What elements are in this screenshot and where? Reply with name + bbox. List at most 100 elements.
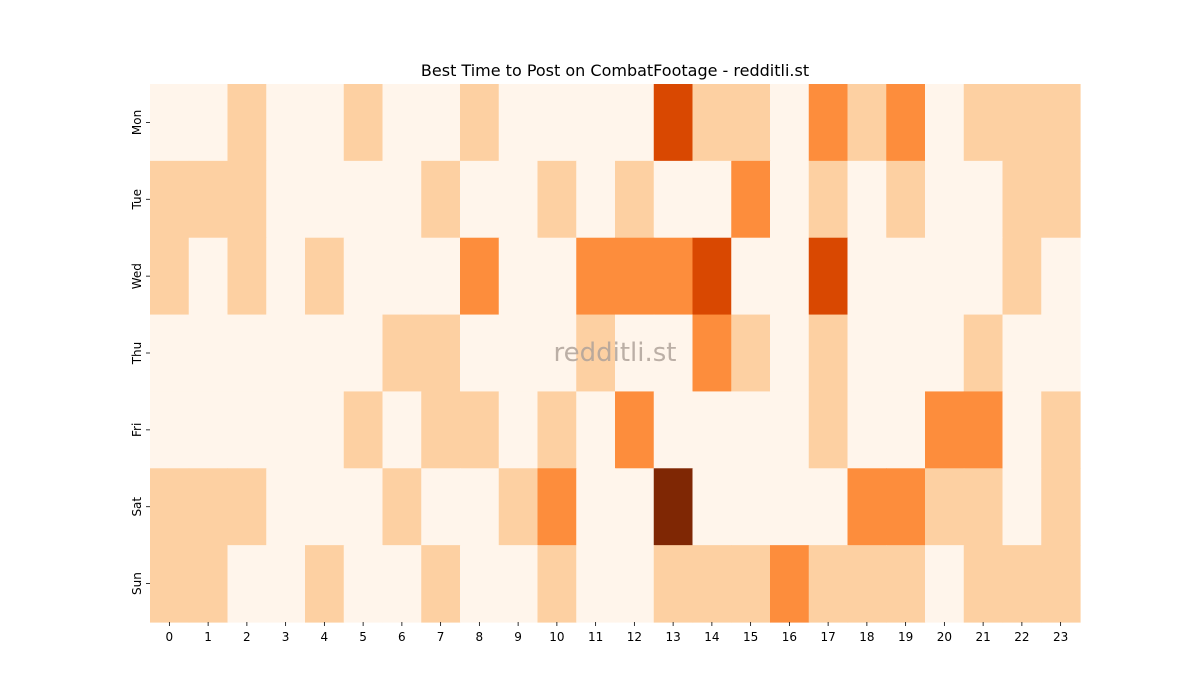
heatmap-cells [150, 84, 1081, 623]
heatmap-cell-thu-16 [770, 314, 810, 393]
heatmap-cell-mon-19 [886, 84, 926, 162]
heatmap-cell-sat-15 [731, 468, 771, 546]
heatmap-cell-mon-21 [963, 84, 1004, 162]
heatmap-cell-thu-5 [343, 314, 384, 393]
x-tick-label: 17 [820, 630, 835, 644]
heatmap-cell-wed-1 [188, 237, 229, 316]
heatmap-cell-tue-0 [150, 160, 190, 239]
heatmap-cell-fri-0 [150, 391, 190, 469]
heatmap-cell-wed-12 [615, 237, 655, 316]
heatmap-cell-mon-12 [615, 84, 655, 162]
x-tick-label: 19 [898, 630, 913, 644]
heatmap-cell-mon-13 [653, 84, 694, 162]
heatmap-cell-sat-1 [188, 468, 229, 546]
heatmap-cell-mon-17 [808, 84, 849, 162]
heatmap-cell-sat-14 [692, 468, 732, 546]
x-tick-label: 22 [1014, 630, 1029, 644]
heatmap-cell-sun-4 [305, 545, 345, 623]
heatmap-cell-wed-14 [692, 237, 732, 316]
heatmap-cell-thu-17 [808, 314, 849, 393]
heatmap-cell-mon-7 [421, 84, 461, 162]
heatmap-cell-sun-16 [770, 545, 810, 623]
x-tick-label: 1 [204, 630, 212, 644]
heatmap-cell-mon-22 [1002, 84, 1042, 162]
heatmap-cell-fri-6 [382, 391, 422, 469]
heatmap-cell-thu-6 [382, 314, 422, 393]
heatmap-cell-wed-13 [653, 237, 694, 316]
heatmap-cell-sat-11 [576, 468, 616, 546]
heatmap-cell-thu-19 [886, 314, 926, 393]
heatmap-cell-tue-12 [615, 160, 655, 239]
heatmap-cell-sun-22 [1002, 545, 1042, 623]
x-tick-label: 8 [476, 630, 484, 644]
heatmap-cell-sat-0 [150, 468, 190, 546]
heatmap-cell-sat-23 [1041, 468, 1081, 546]
y-tick-label: Tue [130, 189, 144, 211]
heatmap-cell-tue-16 [770, 160, 810, 239]
heatmap-cell-tue-15 [731, 160, 771, 239]
heatmap-cell-sun-8 [460, 545, 500, 623]
heatmap-cell-fri-15 [731, 391, 771, 469]
heatmap-cell-fri-3 [266, 391, 306, 469]
heatmap-cell-mon-3 [266, 84, 306, 162]
heatmap-cell-fri-19 [886, 391, 926, 469]
heatmap-cell-tue-23 [1041, 160, 1081, 239]
heatmap-cell-wed-15 [731, 237, 771, 316]
heatmap-cell-mon-2 [227, 84, 267, 162]
x-tick-label: 0 [166, 630, 174, 644]
heatmap-cell-sun-17 [808, 545, 849, 623]
heatmap-cell-wed-11 [576, 237, 616, 316]
heatmap-cell-wed-2 [227, 237, 267, 316]
heatmap-cell-thu-9 [498, 314, 539, 393]
heatmap-cell-mon-18 [847, 84, 887, 162]
heatmap-cell-thu-7 [421, 314, 461, 393]
heatmap-cell-mon-20 [925, 84, 965, 162]
watermark: redditli.st [554, 338, 677, 368]
heatmap-cell-fri-22 [1002, 391, 1042, 469]
heatmap-cell-thu-18 [847, 314, 887, 393]
heatmap-cell-thu-2 [227, 314, 267, 393]
y-tick-label: Thu [130, 342, 144, 366]
chart-title: Best Time to Post on CombatFootage - red… [421, 61, 809, 80]
heatmap-cell-tue-10 [537, 160, 577, 239]
heatmap-cell-sat-20 [925, 468, 965, 546]
heatmap-cell-fri-18 [847, 391, 887, 469]
heatmap-cell-mon-1 [188, 84, 229, 162]
heatmap-cell-sat-9 [498, 468, 539, 546]
heatmap-cell-wed-3 [266, 237, 306, 316]
heatmap-cell-sat-3 [266, 468, 306, 546]
heatmap-cell-wed-9 [498, 237, 539, 316]
heatmap-cell-sat-12 [615, 468, 655, 546]
heatmap-cell-sun-5 [343, 545, 384, 623]
x-tick-label: 2 [243, 630, 251, 644]
heatmap-cell-sat-16 [770, 468, 810, 546]
heatmap-cell-fri-16 [770, 391, 810, 469]
heatmap-cell-wed-5 [343, 237, 384, 316]
heatmap-cell-wed-19 [886, 237, 926, 316]
y-tick-label: Wed [130, 263, 144, 289]
heatmap-cell-mon-5 [343, 84, 384, 162]
heatmap-cell-wed-4 [305, 237, 345, 316]
heatmap-cell-fri-10 [537, 391, 577, 469]
heatmap-cell-sat-19 [886, 468, 926, 546]
heatmap-cell-tue-5 [343, 160, 384, 239]
heatmap-cell-tue-13 [653, 160, 694, 239]
heatmap-cell-tue-17 [808, 160, 849, 239]
heatmap-cell-sun-14 [692, 545, 732, 623]
heatmap-cell-fri-5 [343, 391, 384, 469]
heatmap-cell-mon-9 [498, 84, 539, 162]
heatmap-cell-mon-15 [731, 84, 771, 162]
heatmap-cell-wed-18 [847, 237, 887, 316]
heatmap-cell-tue-7 [421, 160, 461, 239]
heatmap-cell-mon-16 [770, 84, 810, 162]
heatmap-cell-wed-16 [770, 237, 810, 316]
heatmap-cell-wed-17 [808, 237, 849, 316]
x-tick-label: 3 [282, 630, 290, 644]
heatmap-cell-thu-21 [963, 314, 1004, 393]
heatmap-cell-wed-8 [460, 237, 500, 316]
heatmap-cell-tue-18 [847, 160, 887, 239]
heatmap-cell-fri-1 [188, 391, 229, 469]
x-tick-label: 5 [359, 630, 367, 644]
heatmap-cell-sat-21 [963, 468, 1004, 546]
heatmap-cell-sun-2 [227, 545, 267, 623]
